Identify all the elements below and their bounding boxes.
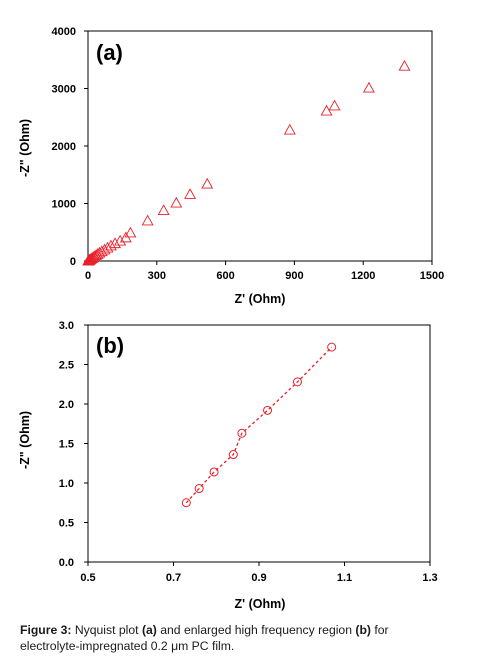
chart-b-x-axis-title: Z' (Ohm) (235, 597, 286, 611)
chart-a-x-tick-label: 1200 (351, 270, 375, 282)
chart-a-data-point (98, 243, 111, 255)
caption-line-2: electrolyte-impregnated 0.2 μm PC film. (20, 639, 235, 653)
chart-b-y-tick-label: 1.5 (59, 439, 74, 451)
caption-text-1: Nyquist plot (74, 623, 139, 637)
chart-a-y-tick-label: 4000 (52, 26, 76, 38)
chart-a-y-tick-label: 2000 (52, 141, 76, 153)
chart-b-x-tick-label: 0.5 (80, 572, 95, 584)
chart-a-y-axis-title: -Z" (Ohm) (18, 119, 32, 177)
caption-text-3: for (374, 623, 389, 637)
chart-b-plot-frame (87, 324, 431, 563)
chart-b-y-tick-label: 2.5 (59, 360, 74, 372)
chart-a-x-tick-label: 1500 (420, 270, 444, 282)
chart-a-data-point (95, 245, 108, 257)
caption-text-2: and enlarged high frequency region (160, 623, 352, 637)
chart-b-y-tick-label: 0.0 (59, 557, 74, 569)
chart-b-data-point (237, 428, 247, 438)
chart-b-x-tick-label: 0.7 (166, 572, 181, 584)
chart-b-data-point (194, 484, 204, 494)
chart-a-data-point (170, 196, 183, 208)
chart-b-data-point (263, 405, 273, 415)
chart-a-data-point (114, 234, 127, 246)
chart-b-y-tick-label: 2.0 (59, 399, 74, 411)
chart-a-y-tick-label: 0 (70, 256, 76, 268)
chart-a-plot-frame (87, 30, 433, 262)
chart-a-x-tick-label: 900 (285, 270, 303, 282)
chart-a-data-point (184, 188, 197, 199)
chart-a-data-point (124, 226, 137, 238)
chart-a-data-point (90, 249, 102, 260)
caption-ref-a: (a) (141, 623, 157, 637)
chart-b-x-tick-label: 1.1 (337, 572, 352, 584)
chart-b-data-point (181, 498, 191, 508)
chart-a-data-point (157, 204, 170, 216)
chart-b-data-point (292, 377, 302, 387)
chart-a-panel-label: (a) (96, 40, 123, 65)
chart-b-y-tick-label: 0.5 (59, 518, 74, 530)
chart-a-x-tick-label: 300 (148, 270, 166, 282)
chart-a-data-point (328, 99, 341, 111)
chart-a-data-point (362, 81, 375, 93)
chart-a-y-tick-label: 3000 (52, 84, 76, 96)
chart-a-data-point (283, 123, 296, 135)
chart-a-x-tick-label: 0 (85, 270, 91, 282)
caption-label: Figure 3: (20, 623, 72, 637)
chart-a-data-point (109, 237, 122, 249)
chart-b-y-tick-label: 3.0 (59, 320, 74, 332)
chart-b-panel-label: (b) (96, 333, 124, 358)
chart-b-y-tick-label: 1.0 (59, 478, 74, 490)
chart-b-x-tick-label: 1.3 (422, 572, 437, 584)
chart-b-data-point (209, 467, 219, 477)
chart-b-y-axis-title: -Z" (Ohm) (18, 411, 32, 469)
nyquist-figure: 0 300 600 900 1200 1500 0 1000 2000 3000 4000 Z' (O… (18, 26, 444, 611)
figure-caption: Figure 3: Nyquist plot (a) and enlarged … (20, 622, 482, 654)
chart-b-x-tick-label: 0.9 (251, 572, 266, 584)
chart-a-data-point (320, 104, 333, 116)
chart-a-data-point (141, 214, 154, 226)
chart-a-data-point (398, 59, 411, 71)
chart-a-x-tick-label: 600 (216, 270, 234, 282)
chart-a-y-tick-label: 1000 (52, 199, 76, 211)
chart-a-x-axis-title: Z' (Ohm) (235, 292, 286, 306)
chart-b-data-point (327, 342, 337, 352)
chart-b-trend-line (185, 346, 333, 504)
chart-a-data-point (201, 177, 214, 189)
chart-a-data-point (104, 239, 117, 251)
chart-a-data-point (85, 252, 98, 264)
chart-b-data-point (228, 450, 238, 460)
caption-ref-b: (b) (355, 623, 371, 637)
